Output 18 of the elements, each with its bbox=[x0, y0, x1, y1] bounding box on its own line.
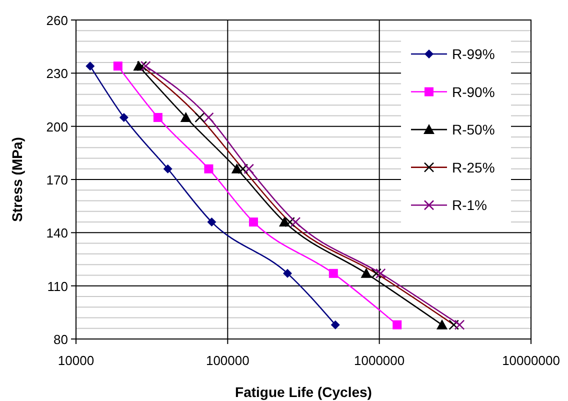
x-axis-title: Fatigue Life (Cycles) bbox=[235, 384, 372, 400]
y-tick-label: 230 bbox=[46, 66, 68, 82]
legend-label: R-90% bbox=[452, 84, 495, 100]
y-tick-label: 140 bbox=[46, 226, 68, 241]
legend-label: R-25% bbox=[452, 159, 495, 176]
y-tick-label: 260 bbox=[46, 13, 68, 28]
x-tick-label: 10000000 bbox=[502, 353, 560, 368]
legend-label: R-50% bbox=[452, 122, 495, 138]
x-tick-label: 10000 bbox=[58, 353, 94, 368]
y-tick-label: 110 bbox=[47, 278, 68, 294]
legend-label: R-1% bbox=[452, 197, 488, 214]
legend-label: R-99% bbox=[452, 46, 495, 62]
y-tick-label: 200 bbox=[46, 119, 68, 134]
y-tick-label: 170 bbox=[46, 172, 68, 188]
y-tick-label: 80 bbox=[54, 332, 68, 347]
x-tick-label: 1000000 bbox=[354, 353, 405, 368]
y-axis-title: Stress (MPa) bbox=[9, 137, 25, 222]
x-tick-label: 100000 bbox=[206, 353, 250, 368]
